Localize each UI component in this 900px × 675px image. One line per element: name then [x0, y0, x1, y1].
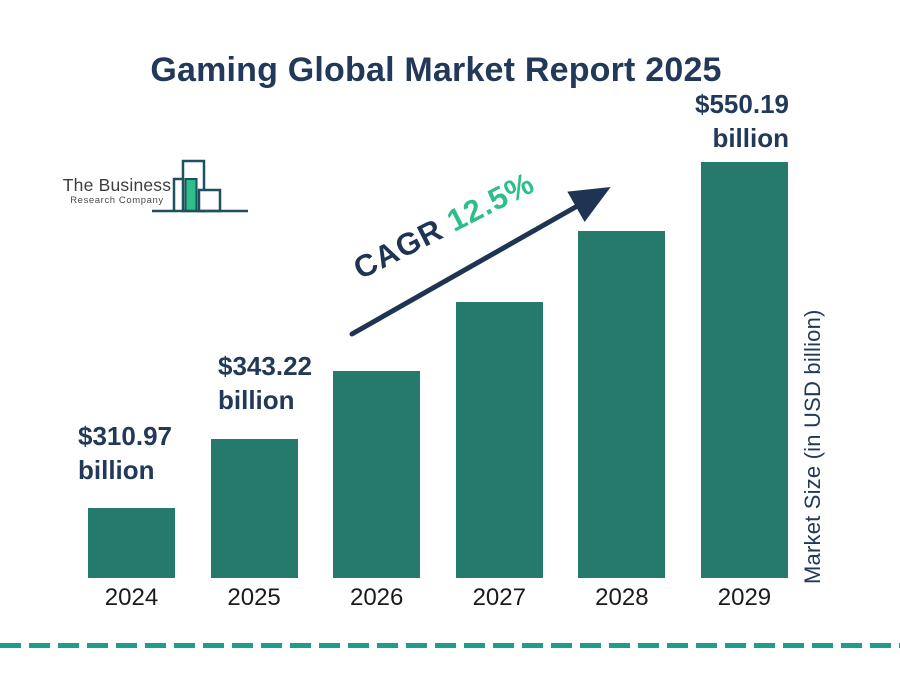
value-unit-2025: billion [218, 385, 295, 415]
value-unit-2029: billion [712, 123, 789, 153]
logo-bars-icon [152, 159, 248, 213]
value-unit-2024: billion [78, 455, 155, 485]
bar-2027 [455, 302, 543, 578]
bottom-dashed-divider [0, 643, 900, 648]
x-tick-2026: 2026 [349, 584, 404, 611]
bar-2026 [333, 371, 421, 578]
value-amount-2025: $343.22 [218, 351, 312, 381]
value-label-2024: $310.97 billion [78, 419, 172, 487]
bar-column-2029: 2029 [700, 162, 788, 612]
logo-text-line2: Research Company [70, 195, 164, 206]
company-logo: The Business Research Company [55, 145, 265, 223]
y-axis-label: Market Size (in USD billion) [800, 309, 825, 585]
bar-column-2024: 2024 [88, 162, 175, 612]
logo-text-line1: The Business [62, 175, 172, 195]
x-tick-2028: 2028 [595, 584, 649, 611]
logo-text: The Business Research Company [59, 175, 175, 207]
bar-2024 [88, 508, 175, 578]
x-tick-2029: 2029 [717, 584, 772, 611]
value-amount-2029: $550.19 [695, 89, 789, 119]
value-amount-2024: $310.97 [78, 421, 172, 451]
value-label-2025: $343.22 billion [218, 349, 312, 417]
bar-2028 [578, 231, 666, 578]
bar-2029 [700, 162, 788, 578]
bar-column-2026: 2026 [333, 162, 421, 612]
bar-chart: 2024 2025 2026 2027 2028 2029 [88, 162, 788, 612]
bar-column-2028: 2028 [578, 162, 666, 612]
growth-arrow-icon [349, 187, 611, 337]
bar-column-2027: 2027 [455, 162, 543, 612]
x-tick-2027: 2027 [472, 584, 526, 611]
x-tick-2025: 2025 [227, 584, 281, 611]
x-tick-2024: 2024 [104, 584, 159, 611]
bar-column-2025: 2025 [210, 162, 298, 612]
value-label-2029: $550.19 billion [695, 87, 789, 155]
bar-2025 [210, 439, 298, 578]
page-title: Gaming Global Market Report 2025 [150, 50, 722, 89]
